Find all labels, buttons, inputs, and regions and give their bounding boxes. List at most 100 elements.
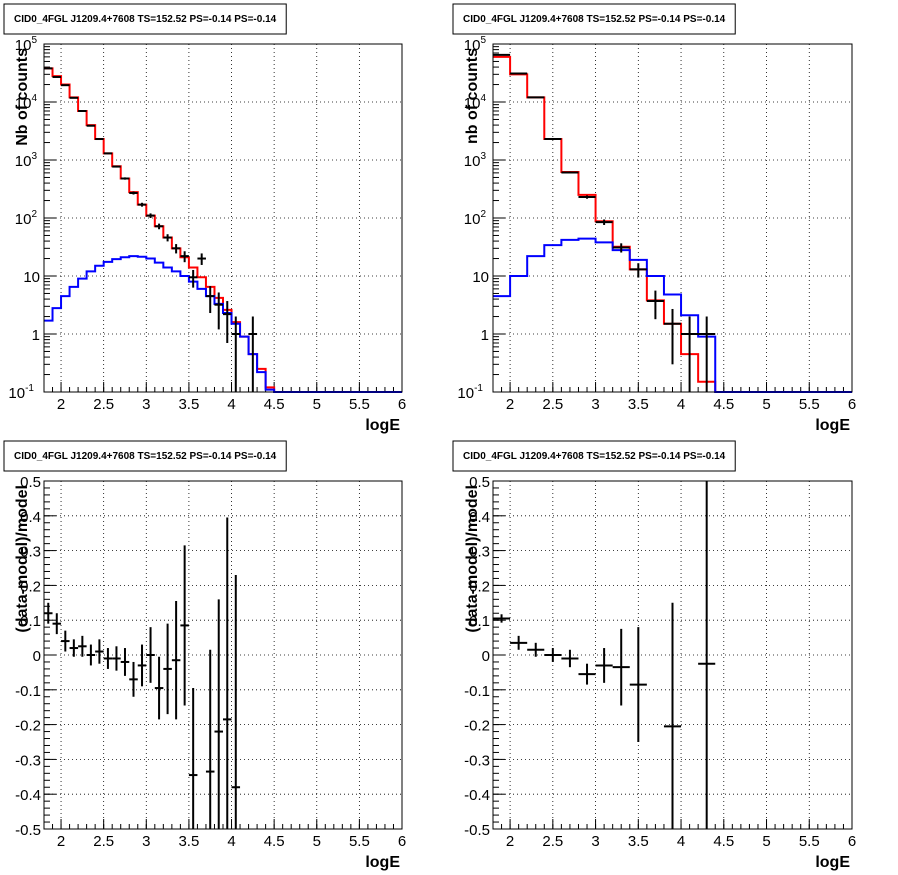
y-axis-label: (data-model)/model (464, 485, 481, 633)
y-tick-label: 104 (15, 93, 38, 112)
x-tick-label: 2 (57, 396, 65, 413)
x-tick-label: 5.5 (349, 396, 370, 413)
chart-title: CID0_4FGL J1209.4+7608 TS=152.52 PS=-0.1… (463, 451, 726, 462)
x-tick-label: 5.5 (799, 833, 820, 850)
y-tick-label: 1 (481, 327, 489, 344)
title-frame (452, 3, 736, 35)
x-tick-label: 2.5 (93, 396, 114, 413)
x-tick-label: 3 (142, 396, 150, 413)
y-tick-label: 0.1 (469, 613, 490, 630)
plot-frame (492, 43, 853, 393)
x-tick-label: 3 (591, 833, 599, 850)
chart-title: CID0_4FGL J1209.4+7608 TS=152.52 PS=-0.1… (463, 14, 726, 25)
y-tick-label: 105 (15, 35, 38, 54)
y-tick-label: 102 (15, 209, 38, 228)
x-tick-label: 5.5 (799, 396, 820, 413)
y-tick-label: 10-1 (457, 383, 483, 402)
chart-title-box: CID0_4FGL J1209.4+7608 TS=152.52 PS=-0.1… (3, 3, 287, 35)
x-tick-label: 4 (227, 396, 235, 413)
x-axis-label: logE (365, 417, 400, 434)
chart-title-box: CID0_4FGL J1209.4+7608 TS=152.52 PS=-0.1… (3, 440, 287, 472)
chart-panel-2: 2 2.5 3 3.5 4 4.5 5 5.5 6 10-1 1 10 102 103 104 105 CID0… (452, 3, 856, 434)
x-tick-label: 3 (142, 833, 150, 850)
y-tick-label: -0.2 (15, 718, 41, 735)
chart-title-box: CID0_4FGL J1209.4+7608 TS=152.52 PS=-0.1… (452, 3, 736, 35)
y-tick-label: -0.3 (464, 752, 490, 769)
plot-area (44, 44, 402, 392)
title-frame (452, 440, 736, 472)
x-tick-label: 3 (591, 396, 599, 413)
y-axis-label: nb of counts (464, 48, 481, 144)
x-axis-label: logE (815, 854, 850, 871)
chart-title: CID0_4FGL J1209.4+7608 TS=152.52 PS=-0.1… (14, 451, 277, 462)
x-tick-label: 3.5 (628, 396, 649, 413)
y-tick-label: 0.4 (469, 509, 490, 526)
x-tick-label: 6 (848, 833, 856, 850)
y-tick-label: 0.1 (20, 613, 41, 630)
title-frame (3, 3, 287, 35)
x-tick-label: 2 (506, 396, 514, 413)
x-tick-label: 3.5 (178, 396, 199, 413)
x-tick-label: 4.5 (264, 833, 285, 850)
x-tick-label: 2.5 (542, 396, 563, 413)
chart-title: CID0_4FGL J1209.4+7608 TS=152.52 PS=-0.1… (14, 14, 277, 25)
plot-area (44, 481, 402, 829)
x-axis-label: logE (365, 854, 400, 871)
x-tick-label: 5 (313, 396, 321, 413)
x-tick-label: 4 (677, 396, 685, 413)
x-tick-label: 3.5 (628, 833, 649, 850)
chart-title-box: CID0_4FGL J1209.4+7608 TS=152.52 PS=-0.1… (452, 440, 736, 472)
chart-panel-3: 2 2.5 3 3.5 4 4.5 5 5.5 6 -0.5 -0.4 -0.3 -0.2 -0.1 0 0.… (3, 440, 406, 871)
chart-panel-1: 2 2.5 3 3.5 4 4.5 5 5.5 6 10-1 1 10 102 103 104 105 CID0… (3, 3, 406, 434)
series-line-2 (44, 255, 402, 393)
x-tick-label: 4.5 (713, 396, 734, 413)
y-tick-label: 0 (482, 648, 490, 665)
y-tick-label: 0.2 (20, 578, 41, 595)
y-axis-label: Nb of counts (14, 48, 31, 146)
y-tick-label: -0.3 (15, 752, 41, 769)
y-tick-label: 0.5 (469, 474, 490, 491)
x-tick-label: 5 (762, 396, 770, 413)
chart-panel-4: 2 2.5 3 3.5 4 4.5 5 5.5 6 -0.5 -0.4 -0.3 -0.2 -0.1 0 0.… (452, 440, 856, 871)
x-tick-label: 4.5 (264, 396, 285, 413)
x-axis-label: logE (815, 417, 850, 434)
y-tick-label: -0.4 (464, 787, 490, 804)
y-tick-label: -0.4 (15, 787, 41, 804)
x-tick-label: 5.5 (349, 833, 370, 850)
y-tick-label: 0 (33, 648, 41, 665)
y-tick-label: 105 (464, 35, 487, 54)
y-axis-label: (data-model)/model (14, 485, 31, 633)
x-tick-label: 2 (57, 833, 65, 850)
x-tick-label: 6 (398, 833, 406, 850)
y-tick-label: 102 (464, 209, 487, 228)
y-tick-label: -0.1 (15, 683, 41, 700)
y-tick-label: -0.2 (464, 718, 490, 735)
x-tick-label: 5 (313, 833, 321, 850)
series-line-2 (493, 237, 852, 393)
x-tick-label: 4.5 (713, 833, 734, 850)
y-tick-label: -0.5 (15, 822, 41, 839)
plot-frame (43, 43, 403, 393)
y-tick-label: 10-1 (8, 383, 34, 402)
y-tick-label: 0.5 (20, 474, 41, 491)
x-tick-label: 6 (398, 396, 406, 413)
x-tick-label: 6 (848, 396, 856, 413)
y-tick-label: 10 (23, 269, 40, 286)
x-tick-label: 2.5 (542, 833, 563, 850)
x-tick-label: 4 (677, 833, 685, 850)
x-tick-label: 5 (762, 833, 770, 850)
y-tick-label: 1 (32, 327, 40, 344)
x-tick-label: 2 (506, 833, 514, 850)
y-tick-label: 0.3 (20, 544, 41, 561)
plot-frame (492, 480, 853, 830)
y-tick-label: 0.2 (469, 578, 490, 595)
x-tick-label: 2.5 (93, 833, 114, 850)
y-tick-label: 103 (15, 151, 38, 170)
title-frame (3, 440, 287, 472)
plot-frame (43, 480, 403, 830)
y-tick-label: 103 (464, 151, 487, 170)
y-tick-label: 10 (472, 269, 489, 286)
y-tick-label: 0.4 (20, 509, 41, 526)
x-tick-label: 4 (227, 833, 235, 850)
